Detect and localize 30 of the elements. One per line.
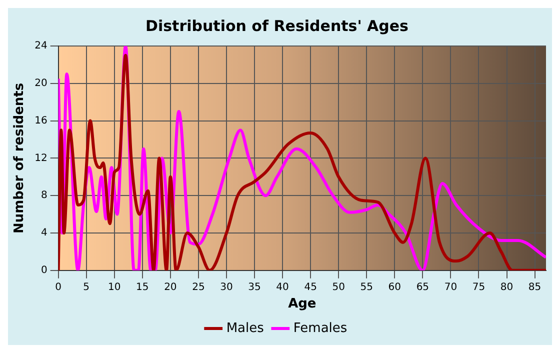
x-tick-label: 0 (55, 282, 62, 293)
x-tick-label: 10 (108, 282, 121, 293)
x-tick-label: 25 (192, 282, 205, 293)
x-tick-label: 35 (248, 282, 261, 293)
x-tick-label: 65 (416, 282, 430, 293)
y-tick-label: 8 (40, 190, 48, 202)
x-tick-label: 30 (220, 282, 233, 293)
legend-label: Females (293, 320, 348, 336)
y-tick-label: 24 (34, 40, 48, 52)
x-axis-title: Age (288, 296, 316, 312)
x-tick-label: 70 (444, 282, 458, 293)
y-tick-label: 16 (34, 115, 48, 126)
x-tick-label: 45 (304, 282, 317, 293)
chart-title: Distribution of Residents' Ages (146, 16, 409, 35)
y-tick-label: 0 (40, 264, 48, 276)
x-tick-label: 85 (528, 282, 542, 293)
y-tick-label: 12 (34, 152, 48, 164)
x-tick-label: 75 (472, 282, 486, 293)
x-tick-label: 50 (332, 282, 345, 293)
x-tick-label: 5 (83, 282, 90, 293)
y-tick-label: 20 (34, 78, 48, 89)
y-axis-title: Number of residents (12, 82, 28, 234)
x-tick-label: 15 (136, 282, 149, 293)
x-tick-label: 60 (388, 282, 402, 293)
x-tick-label: 80 (500, 282, 514, 293)
x-tick-label: 40 (276, 282, 289, 293)
y-tick-label: 4 (40, 228, 48, 239)
x-tick-label: 55 (360, 282, 373, 293)
legend-label: Males (226, 320, 264, 336)
x-tick-label: 20 (164, 282, 177, 293)
